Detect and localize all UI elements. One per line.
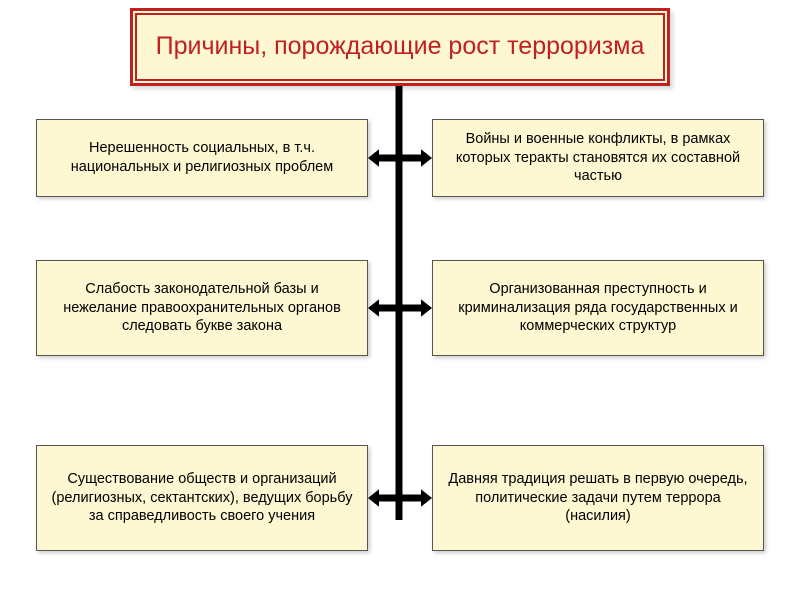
node-right-2: Давняя традиция решать в первую очередь,… [432, 445, 764, 551]
diagram-title: Причины, порождающие рост терроризма [156, 31, 645, 62]
node-left-0: Нерешенность социальных, в т.ч. национал… [36, 119, 368, 197]
node-right-1: Организованная преступность и криминализ… [432, 260, 764, 356]
node-left-2: Существование обществ и организаций (рел… [36, 445, 368, 551]
node-right-0: Войны и военные конфликты, в рамках кото… [432, 119, 764, 197]
node-left-1: Слабость законодательной базы и нежелани… [36, 260, 368, 356]
title-box: Причины, порождающие рост терроризма [130, 8, 670, 86]
